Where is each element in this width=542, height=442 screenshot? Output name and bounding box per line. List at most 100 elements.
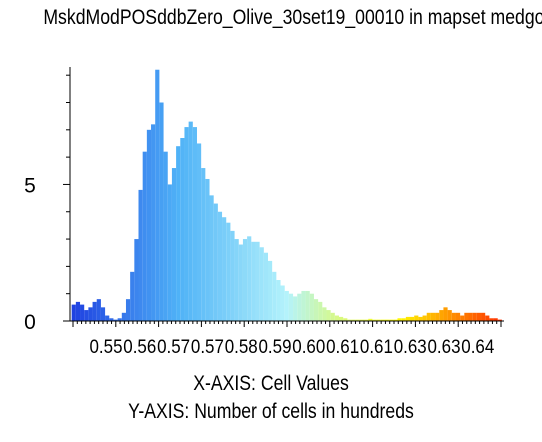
histogram-bar bbox=[430, 312, 436, 321]
histogram-bar bbox=[238, 244, 243, 321]
x-tick-label: 0.63 bbox=[394, 337, 427, 358]
x-tick-label: 0.61 bbox=[326, 337, 359, 358]
histogram-bar bbox=[439, 310, 444, 321]
histogram-bar bbox=[201, 168, 206, 321]
histogram-bar bbox=[217, 211, 223, 321]
histogram-bar bbox=[159, 102, 164, 321]
histogram-bar bbox=[455, 312, 461, 321]
x-tick-label: 0.57 bbox=[157, 337, 190, 358]
x-tick-label: 0.63 bbox=[428, 337, 461, 358]
histogram-bar bbox=[151, 124, 156, 321]
histogram-bar bbox=[481, 312, 486, 321]
histogram-bar bbox=[297, 293, 302, 321]
histogram-bars bbox=[71, 69, 502, 322]
histogram-bar bbox=[497, 319, 502, 321]
histogram-bar bbox=[167, 184, 172, 321]
chart-title: MskdModPOSddbZero_Olive_30set19_00010 in… bbox=[43, 6, 542, 29]
y-tick-label: 5 bbox=[24, 174, 36, 197]
histogram-bar bbox=[485, 315, 490, 321]
x-tick-label: 0.58 bbox=[225, 337, 258, 358]
histogram-bar bbox=[263, 252, 268, 321]
histogram-bar bbox=[418, 316, 423, 321]
histogram-bar bbox=[380, 319, 385, 321]
histogram-bar bbox=[368, 318, 373, 321]
histogram-bar bbox=[180, 138, 185, 321]
x-axis-label: X-AXIS: Cell Values bbox=[193, 372, 349, 395]
histogram-bar bbox=[251, 241, 256, 321]
histogram-bar bbox=[301, 290, 306, 321]
x-tick-label: 0.64 bbox=[461, 337, 494, 358]
histogram-bar bbox=[410, 316, 415, 321]
x-tick-label: 0.57 bbox=[191, 337, 224, 358]
histogram-bar bbox=[259, 247, 264, 321]
histogram-bar bbox=[489, 318, 494, 321]
histogram-bar bbox=[171, 168, 177, 321]
histogram-bar bbox=[334, 315, 340, 321]
histogram-bar bbox=[142, 151, 147, 321]
histogram-bar bbox=[71, 304, 76, 321]
histogram-bar bbox=[330, 312, 335, 321]
x-axis-ticks: 0.55 0.56 0.57 0.57 0.58 0.59 0.60 0.61 0.61 0.63… bbox=[72, 321, 502, 358]
histogram-bar bbox=[121, 312, 126, 321]
histogram-bar bbox=[247, 236, 252, 321]
histogram-bar bbox=[305, 290, 310, 321]
histogram-bar bbox=[318, 301, 323, 321]
histogram-bar bbox=[347, 319, 352, 321]
x-tick-label: 0.60 bbox=[292, 337, 325, 358]
histogram-bar bbox=[468, 312, 473, 321]
histogram-bar bbox=[192, 127, 197, 321]
x-tick-label: 0.61 bbox=[360, 337, 393, 358]
histogram-bar bbox=[100, 307, 106, 321]
histogram-bar bbox=[138, 189, 143, 321]
histogram-bar bbox=[113, 319, 118, 321]
histogram-bar bbox=[176, 146, 181, 321]
histogram-bar bbox=[359, 319, 365, 321]
x-tick-label: 0.55 bbox=[90, 337, 123, 358]
histogram-bar bbox=[426, 312, 431, 321]
histogram-bar bbox=[372, 319, 377, 321]
y-axis-ticks: 05 bbox=[24, 74, 70, 334]
histogram-bar bbox=[451, 312, 456, 321]
histogram-bar bbox=[155, 69, 160, 321]
y-tick-label: 0 bbox=[24, 311, 36, 334]
histogram-bar bbox=[339, 316, 344, 321]
histogram-bar bbox=[146, 129, 152, 321]
histogram-bar bbox=[393, 319, 398, 321]
histogram-bar bbox=[493, 318, 498, 321]
histogram-bar bbox=[80, 304, 85, 321]
histogram-bar bbox=[163, 151, 168, 321]
histogram-bar bbox=[288, 293, 294, 321]
histogram-bar bbox=[355, 319, 360, 321]
histogram-bar bbox=[397, 318, 402, 321]
histogram-bar bbox=[92, 301, 97, 321]
histogram-bar bbox=[351, 319, 356, 321]
histogram-bar bbox=[234, 239, 239, 321]
histogram-bar bbox=[476, 312, 482, 321]
histogram-bar bbox=[384, 319, 390, 321]
histogram-bar bbox=[401, 318, 406, 321]
histogram-bar bbox=[472, 312, 477, 321]
histogram-bar bbox=[75, 301, 81, 321]
histogram-bar bbox=[364, 319, 369, 321]
histogram-bar bbox=[130, 271, 135, 321]
histogram-bar bbox=[96, 299, 101, 321]
histogram-bar bbox=[196, 143, 202, 321]
histogram-bar bbox=[188, 121, 193, 322]
histogram-bar bbox=[125, 299, 131, 321]
histogram-bar bbox=[226, 222, 231, 321]
histogram-bar bbox=[205, 178, 210, 321]
histogram-bar bbox=[405, 316, 411, 321]
histogram-bar bbox=[117, 318, 122, 321]
histogram-bar bbox=[276, 280, 281, 321]
histogram-bar bbox=[272, 271, 277, 321]
histogram-bar bbox=[414, 315, 419, 321]
histogram-bar bbox=[88, 307, 93, 321]
histogram-bar bbox=[464, 312, 469, 321]
histogram-bar bbox=[322, 307, 327, 321]
histogram-bar bbox=[222, 217, 227, 321]
histogram-bar bbox=[422, 315, 427, 321]
histogram-bar bbox=[242, 239, 248, 321]
histogram-bar bbox=[343, 318, 348, 321]
histogram-bar bbox=[313, 299, 319, 321]
x-tick-label: 0.59 bbox=[259, 337, 292, 358]
